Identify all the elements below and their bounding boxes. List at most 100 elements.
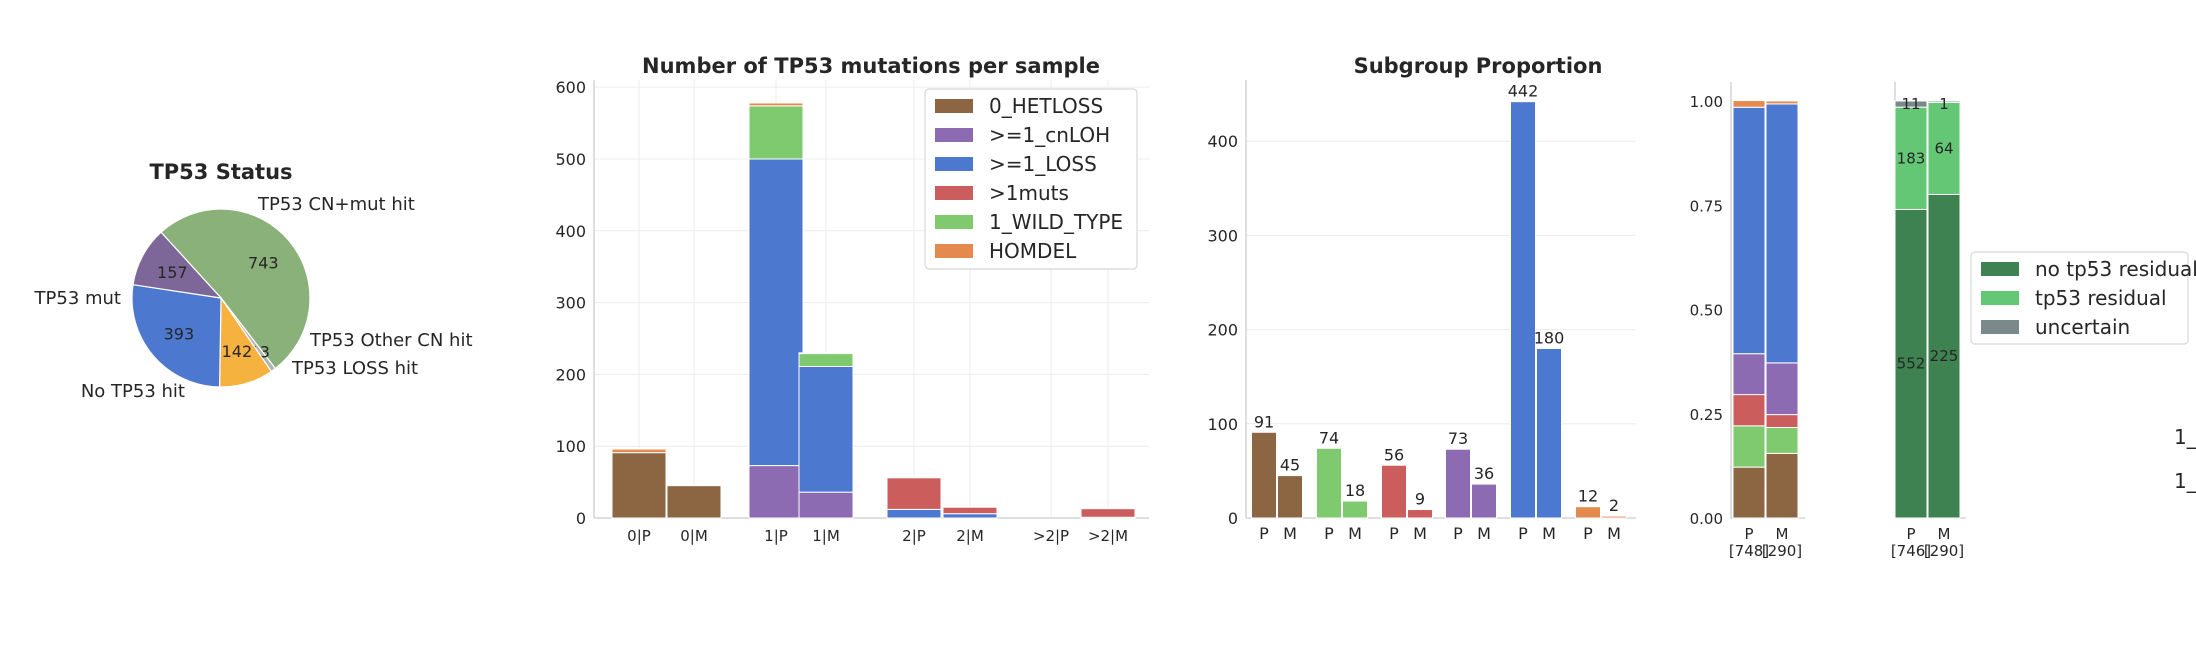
prop-ytick-0.00: 0.00 — [1690, 510, 1723, 528]
pie-label-tp53-mut: TP53 mut — [34, 288, 121, 309]
pie-value-no-tp53-hit: 393 — [164, 325, 195, 344]
bar-ytick-200: 200 — [555, 365, 586, 384]
prop-bar-1-1-loss — [1765, 103, 1799, 364]
prop-xtick-M: M — [1776, 525, 1789, 543]
sub-bar-1muts-P — [1381, 464, 1407, 519]
sub-value-1-wild-type-M: 18 — [1345, 481, 1365, 500]
bar-0-m-0-hetloss — [666, 485, 722, 519]
normalized-stack-panel: 0.00 0.25 0.50 0.75 1.00 P[748] M[290] — [1690, 82, 1805, 560]
bar-xtick-2-m: >2|M — [1088, 527, 1128, 545]
sub-bar-homdel-P — [1575, 506, 1601, 519]
pie-label-tp53-cn-mut-hit: TP53 CN+mut hit — [257, 194, 415, 215]
bar-legend-swatch-1-wild-type — [935, 215, 973, 229]
res-value-0-tp53-residual: 183 — [1897, 149, 1926, 167]
sub-ytick-0: 0 — [1228, 509, 1238, 528]
bar-legend-label-1muts: >1muts — [989, 181, 1069, 205]
bar-ytick-300: 300 — [555, 294, 586, 313]
sub-xtick-P: P — [1453, 524, 1463, 543]
res-bar-1-uncertain — [1927, 100, 1961, 103]
bar-ytick-100: 100 — [555, 437, 586, 456]
bar-0-p-0-hetloss — [611, 452, 667, 519]
bar-2-m-1muts — [1080, 508, 1136, 518]
bar-xtick-1-m: 1|M — [812, 527, 840, 545]
bar-xtick-1-p: 1|P — [764, 527, 788, 545]
sub-value-0-hetloss-M: 45 — [1280, 456, 1300, 475]
bar-title: Number of TP53 mutations per sample — [642, 54, 1100, 78]
bar-2-p-1muts — [886, 477, 942, 510]
prop-bar-1-0-hetloss — [1765, 452, 1799, 519]
res-bar-1-no-tp53-residual — [1927, 193, 1961, 519]
bar-xtick-0-p: 0|P — [627, 527, 651, 545]
sub-bar-1-cnloh-P — [1445, 448, 1471, 519]
res-legend-label-tp53-residual: tp53 residual — [2035, 286, 2167, 310]
res-legend-swatch-uncertain — [1981, 320, 2019, 334]
sub-bar-1-loss-M — [1536, 347, 1562, 519]
res-xtick-P: P — [1906, 525, 1915, 543]
sub-ytick-100: 100 — [1207, 415, 1238, 434]
prop-ytick-0.25: 0.25 — [1690, 406, 1723, 424]
sub-bar-1-loss-P — [1510, 101, 1536, 519]
pie-slice-no-tp53-hit — [131, 283, 222, 388]
pie-value-tp53-cn-mut-hit: 743 — [248, 254, 279, 273]
sub-xtick-M: M — [1477, 524, 1491, 543]
pie-label-tp53-loss-hit: TP53 LOSS hit — [291, 358, 418, 379]
sub-value-1-loss-M: 180 — [1534, 328, 1565, 347]
bar-2-m-1muts — [942, 506, 998, 515]
prop-count-1: [290] — [1762, 542, 1802, 560]
sub-title: Subgroup Proportion — [1354, 54, 1603, 78]
res-value-0-no-tp53-residual: 552 — [1897, 355, 1926, 373]
sub-bar-1-wild-type-M — [1342, 500, 1368, 519]
bar-ytick-0: 0 — [576, 509, 586, 528]
bar-0-p-homdel — [611, 448, 667, 454]
bar-legend-swatch-1muts — [935, 186, 973, 200]
sub-value-1muts-P: 56 — [1384, 445, 1404, 464]
res-value-0-uncertain: 11 — [1901, 95, 1920, 113]
sub-xtick-P: P — [1518, 524, 1528, 543]
sub-xtick-P: P — [1259, 524, 1269, 543]
res-bar-0-no-tp53-residual — [1894, 208, 1928, 519]
pie-slice-tp53-cn-mut-hit — [160, 208, 311, 370]
subgroup-proportion-panel: Subgroup Proportion 0 100 200 300 400 91 P 45 M 74… — [1207, 54, 1636, 543]
res-value-1-uncertain: 1 — [1939, 95, 1949, 113]
prop-bar-0-0-hetloss — [1732, 466, 1766, 519]
sub-bar-1muts-M — [1407, 509, 1433, 519]
res-count-0: [746] — [1891, 542, 1931, 560]
res-legend-label-no-tp53-residual: no tp53 residual — [2035, 257, 2196, 281]
bar-xtick-2-p: 2|P — [902, 527, 926, 545]
sub-bar-0-hetloss-P — [1251, 431, 1277, 519]
bar-1-m-1-loss — [798, 365, 854, 493]
sub-value-1-cnloh-P: 73 — [1448, 429, 1468, 448]
bar-legend-label-1-cnloh: >=1_cnLOH — [989, 123, 1110, 147]
sub-ytick-200: 200 — [1207, 321, 1238, 340]
bar-legend-box — [924, 88, 1138, 270]
prop-bar-0-1-cnloh — [1732, 353, 1766, 396]
bar-xtick-2-p: >2|P — [1033, 527, 1069, 545]
sub-xtick-M: M — [1348, 524, 1362, 543]
res-value-1-no-tp53-residual: 225 — [1930, 347, 1959, 365]
prop-bar-0-homdel — [1732, 100, 1766, 108]
sub-ytick-300: 300 — [1207, 226, 1238, 245]
res-count-1: [290] — [1924, 542, 1964, 560]
sub-value-1-wild-type-P: 74 — [1319, 428, 1339, 447]
bar-2-m-1-loss — [942, 513, 998, 519]
sub-value-1-cnloh-M: 36 — [1474, 464, 1494, 483]
residual-stack-panel: 552 183 11 P[746] 225 64 1 M[290] no tp53 residu… — [1891, 82, 2196, 560]
pie-slice-tp53-mut — [132, 231, 223, 299]
cut-legend-fragment-2: 1_\ — [2174, 469, 2196, 493]
sub-xtick-P: P — [1324, 524, 1334, 543]
res-bar-1-tp53-residual — [1927, 101, 1961, 195]
prop-count-0: [748] — [1729, 542, 1769, 560]
pie-title: TP53 Status — [149, 160, 292, 184]
bar-legend-label-0-hetloss: 0_HETLOSS — [989, 94, 1103, 118]
bar-1-p-1-wild-type — [748, 105, 804, 160]
res-legend-label-uncertain: uncertain — [2035, 315, 2130, 339]
res-bar-0-uncertain — [1894, 100, 1928, 108]
prop-bar-0-1-loss — [1732, 106, 1766, 355]
cropped-legend-fragment: 1_ 1_\ — [2174, 425, 2196, 493]
prop-ytick-0.75: 0.75 — [1690, 197, 1723, 215]
res-legend-swatch-tp53-residual — [1981, 291, 2019, 305]
bar-legend-label-1-wild-type: 1_WILD_TYPE — [989, 210, 1123, 234]
sub-xtick-P: P — [1583, 524, 1593, 543]
